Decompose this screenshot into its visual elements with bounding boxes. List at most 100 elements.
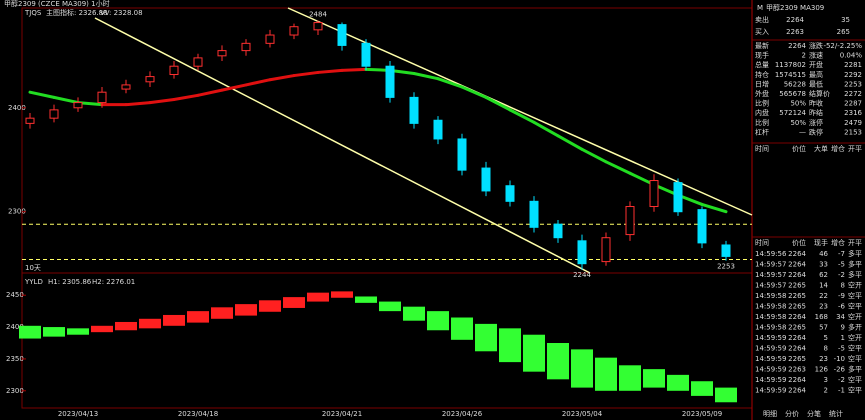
- candle-body: [241, 42, 251, 52]
- band-bar: [427, 311, 449, 331]
- band-bar: [691, 381, 713, 396]
- candle-body: [457, 138, 467, 171]
- candle-body: [481, 167, 491, 192]
- tick-cell: -26: [834, 366, 846, 374]
- stat-label: 杠杆: [755, 127, 769, 136]
- tick-cell: 8: [824, 345, 828, 353]
- table-header: 大单: [814, 144, 828, 153]
- indicator-value: VV: 2328.08: [100, 9, 143, 17]
- band-bar: [43, 327, 65, 337]
- stat-label: 最低: [809, 79, 823, 88]
- stat-value: 50%: [790, 100, 806, 108]
- stat-label: 涨停: [809, 118, 823, 127]
- candle-body: [97, 91, 107, 104]
- tick-cell: 9: [841, 324, 845, 332]
- candle-body: [169, 65, 179, 76]
- tick-cell: 空平: [848, 354, 862, 363]
- stat-value: 1574515: [775, 71, 806, 79]
- tick-cell: 5: [824, 334, 828, 342]
- moving-average: [700, 202, 728, 214]
- stat-label: 结算价: [809, 89, 830, 98]
- tick-cell: 14: [819, 282, 828, 290]
- y-tick-label: 2400: [8, 104, 26, 112]
- candle-body: [361, 42, 371, 67]
- table-header: 增仓: [831, 144, 845, 153]
- indicator-value: H1: 2305.86: [48, 278, 92, 286]
- moving-average: [244, 78, 272, 87]
- tick-cell: 33: [819, 261, 828, 269]
- candle-body: [217, 50, 227, 57]
- stat-label: 涨速: [809, 51, 823, 60]
- tick-cell: 2264: [788, 271, 806, 279]
- tick-cell: 2263: [788, 366, 806, 374]
- band-bar: [283, 297, 305, 308]
- moving-average: [484, 95, 512, 112]
- tick-cell: 14:59:58: [755, 313, 786, 321]
- stat-label: 开盘: [809, 60, 823, 69]
- tick-cell: -5: [838, 261, 845, 269]
- band-bar: [499, 328, 521, 363]
- moving-average: [412, 71, 440, 81]
- table-header: 价位: [792, 144, 806, 153]
- tick-cell: 14:59:57: [755, 282, 786, 290]
- tick-cell: 多平: [848, 270, 862, 279]
- stat-label: 总量: [755, 60, 769, 69]
- tick-cell: 2264: [788, 334, 806, 342]
- candle-body: [505, 185, 515, 202]
- candle-body: [673, 182, 683, 213]
- tick-cell: 14:59:59: [755, 345, 786, 353]
- quote-label: 买入: [755, 28, 769, 36]
- moving-average: [556, 134, 584, 151]
- band-bar: [667, 374, 689, 391]
- band-bar: [211, 307, 233, 319]
- moving-average: [532, 120, 560, 138]
- stat-label: 昨结: [809, 108, 823, 117]
- candle-body: [337, 24, 347, 46]
- band-bar: [91, 325, 113, 333]
- tick-cell: -6: [838, 303, 846, 311]
- stat-label: 最高: [809, 70, 823, 79]
- candle-body: [721, 244, 731, 257]
- tick-cell: 空平: [848, 386, 862, 395]
- candle-body: [313, 22, 323, 31]
- tick-cell: 空平: [848, 344, 862, 353]
- tick-cell: 62: [819, 271, 828, 279]
- tick-cell: 空平: [848, 375, 862, 384]
- x-tick-label: 2023/04/26: [442, 410, 483, 418]
- stat-value: 2281: [844, 61, 862, 69]
- moving-average: [340, 67, 368, 72]
- moving-average: [28, 90, 56, 99]
- panel-tab: 统计: [829, 409, 843, 418]
- trend-line: [287, 7, 753, 216]
- moving-average: [436, 77, 464, 89]
- stat-label: 日增: [755, 79, 769, 88]
- quote-price: 2263: [786, 28, 804, 36]
- period-label: 10天: [25, 264, 41, 272]
- candle-body: [265, 34, 275, 44]
- band-bar: [235, 304, 257, 316]
- tick-cell: -10: [834, 355, 845, 363]
- moving-average: [316, 68, 344, 74]
- band-bar: [379, 301, 401, 312]
- stat-label: 涨跌: [809, 41, 823, 50]
- indicator-name: TJQS: [24, 9, 42, 17]
- stat-label: 外盘: [755, 89, 769, 98]
- tick-cell: 空平: [848, 302, 862, 311]
- moving-average: [172, 93, 200, 101]
- quote-volume: 265: [837, 28, 850, 36]
- tick-cell: -1: [838, 387, 845, 395]
- stat-label: 内盘: [755, 108, 769, 117]
- panel-tab: 明细: [763, 409, 777, 418]
- x-tick-label: 2023/04/21: [322, 410, 362, 418]
- table-header: 时间: [755, 238, 769, 247]
- tick-cell: 22: [819, 292, 828, 300]
- stat-label: 最新: [755, 41, 769, 50]
- quote-label: 卖出: [755, 15, 769, 24]
- band-bar: [67, 328, 89, 335]
- moving-average: [460, 85, 488, 99]
- tick-cell: 2264: [788, 261, 806, 269]
- table-header: 现手: [814, 238, 828, 247]
- band-bar: [547, 343, 569, 380]
- y-tick-label: 2300: [8, 208, 26, 216]
- band-bar: [643, 369, 665, 388]
